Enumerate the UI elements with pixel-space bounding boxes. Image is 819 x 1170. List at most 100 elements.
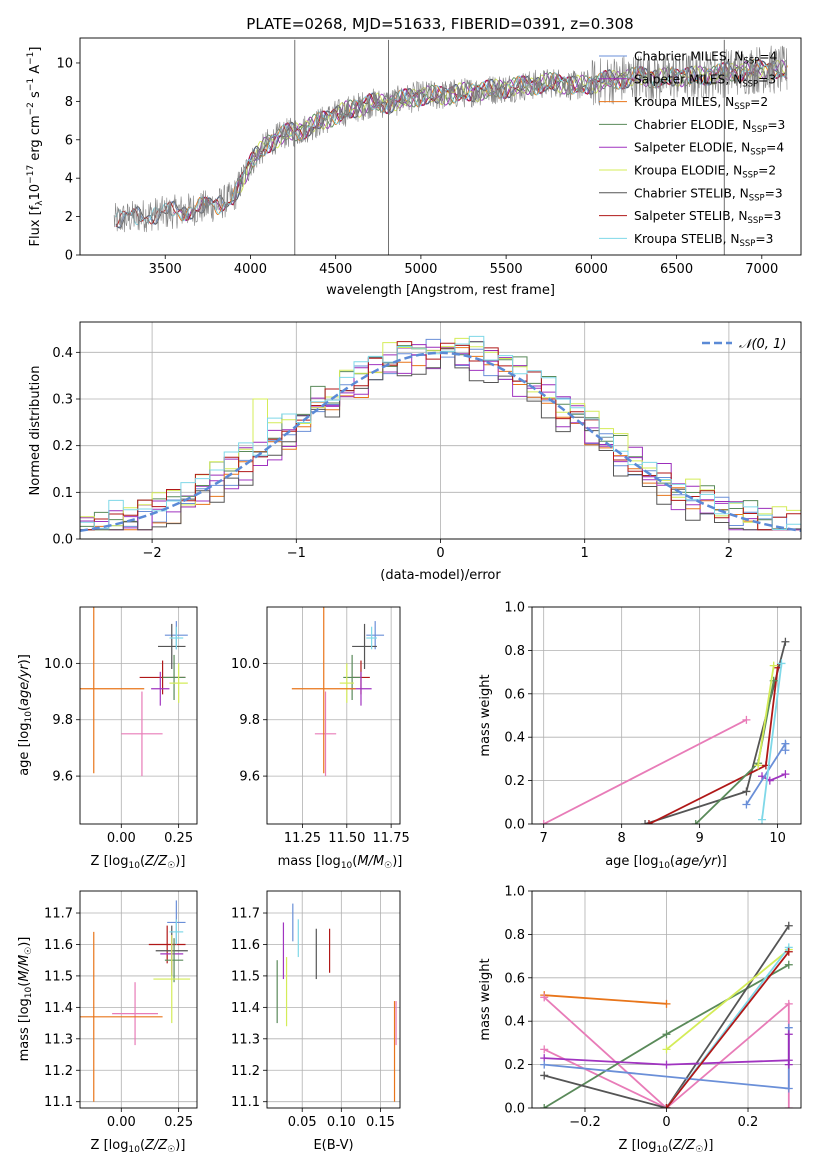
age_vs_mass-points xyxy=(291,607,385,777)
y-tick-label: 10.0 xyxy=(231,657,260,672)
legend-label: 𝒩(0, 1) xyxy=(739,337,786,352)
y-tick-label: 11.4 xyxy=(44,1001,73,1016)
y-axis-label: mass weight xyxy=(478,674,493,756)
x-tick-label: 0 xyxy=(436,546,444,561)
mass-weight-marker xyxy=(781,746,790,755)
y-tick-label: 11.5 xyxy=(231,969,260,984)
y-tick-label: 10 xyxy=(56,56,73,71)
age_vs_Z-axes: 0.00 0.25 9.6 9.8 10.0 xyxy=(44,607,197,846)
y-axis-label: Flux [fλ10−17 erg cm−2 s−1 A−1] xyxy=(26,47,45,247)
mass-weight-line xyxy=(543,925,790,1108)
y-tick-label: 11.3 xyxy=(44,1032,73,1047)
mass-weight-marker xyxy=(540,993,549,1002)
mass-weight-marker xyxy=(662,1045,671,1054)
mass-weight-marker xyxy=(781,770,790,779)
x-tick-label: 5500 xyxy=(490,262,523,277)
x-tick-label: −2 xyxy=(143,546,162,561)
y-tick-label: 0.0 xyxy=(504,1102,525,1117)
y-tick-label: 11.2 xyxy=(44,1064,73,1079)
legend-label: Kroupa ELODIE, NSSP=2 xyxy=(634,164,776,181)
legend-label: Chabrier ELODIE, NSSP=3 xyxy=(634,118,785,135)
mass-weight-marker xyxy=(662,999,671,1008)
mass-weight-marker xyxy=(784,960,793,969)
residuals-frame xyxy=(79,321,802,540)
x-tick-label: 3500 xyxy=(149,262,182,277)
y-tick-label: 11.6 xyxy=(44,938,73,953)
mass-weight-marker xyxy=(540,1045,549,1054)
observed-spectrum-line xyxy=(113,45,788,233)
y-tick-label: 11.3 xyxy=(231,1032,260,1047)
x-tick-label: 7000 xyxy=(745,262,778,277)
y-tick-label: 9.8 xyxy=(52,713,73,728)
x-tick-label: 5000 xyxy=(404,262,437,277)
x-tick-label: −0.2 xyxy=(569,1115,601,1130)
x-tick-label: 0.25 xyxy=(164,1115,193,1130)
y-tick-label: 0.3 xyxy=(52,393,73,408)
mass_vs_Z-points xyxy=(80,900,191,1102)
y-tick-label: 11.4 xyxy=(231,1001,260,1016)
x-tick-label: 0.15 xyxy=(366,1115,395,1130)
x-tick-label: 0.2 xyxy=(738,1115,759,1130)
massweight_vs_age-frame xyxy=(531,606,802,825)
residuals-axes: −2 −1 0 1 2 0.0 0.1 0.2 0.3 0.4 xyxy=(52,322,801,561)
x-tick-label: 4000 xyxy=(234,262,267,277)
y-tick-label: 8 xyxy=(65,95,73,110)
massweight_vs_age-axes: 7 8 9 10 0.0 0.2 0.4 0.6 0.8 1.0 xyxy=(504,601,801,846)
spectrum-plot xyxy=(113,39,788,255)
y-axis-label: age [log10(age/yr)] xyxy=(17,654,34,776)
mass-weight-line xyxy=(665,948,790,1051)
legend-label: Salpeter STELIB, NSSP=3 xyxy=(634,209,781,226)
x-tick-label: 0.05 xyxy=(288,1115,317,1130)
spectrum-axes: 3500 4000 4500 5000 5500 6000 6500 7000 0 2 4 6 8 10 xyxy=(56,56,778,277)
mass-weight-marker xyxy=(784,1030,793,1039)
normal-curve xyxy=(80,351,801,533)
mass-weight-marker xyxy=(784,1084,793,1093)
x-tick-label: 10 xyxy=(769,831,786,846)
mass-weight-marker xyxy=(784,1104,793,1108)
y-tick-label: 9.6 xyxy=(239,770,260,785)
mass-weight-marker xyxy=(777,659,786,668)
mass_vs_Z-axes: 0.00 0.25 11.1 11.2 11.3 11.4 11.5 11.6 11.7 xyxy=(44,891,197,1130)
y-tick-label: 1.0 xyxy=(504,601,525,616)
y-tick-label: 0.4 xyxy=(52,346,73,361)
spectrum-legend: Chabrier MILES, NSSP=4 Salpeter MILES, NS… xyxy=(599,50,785,249)
y-tick-label: 11.6 xyxy=(231,938,260,953)
x-tick-label: 4500 xyxy=(319,262,352,277)
x-tick-label: 6000 xyxy=(575,262,608,277)
x-axis-label: Z [log10(Z/Z☉)] xyxy=(91,1138,186,1155)
x-tick-label: 0 xyxy=(662,1115,670,1130)
mass_vs_EBV-frame xyxy=(266,890,401,1109)
x-tick-label: 0.00 xyxy=(107,1115,136,1130)
mass-weight-marker xyxy=(540,1060,549,1069)
mass-weight-marker xyxy=(540,1104,549,1108)
mass-weight-marker xyxy=(662,1060,671,1069)
massweight_vs_Z-frame xyxy=(531,890,802,1109)
x-tick-label: 1 xyxy=(581,546,589,561)
x-tick-label: 8 xyxy=(618,831,626,846)
massweight_vs_Z-lines xyxy=(540,921,793,1108)
mass_vs_Z-frame xyxy=(79,890,198,1109)
x-tick-label: 9 xyxy=(695,831,703,846)
legend-label: Salpeter ELODIE, NSSP=4 xyxy=(634,141,784,158)
massweight_vs_Z-axes: −0.2 0 0.2 0.0 0.2 0.4 0.6 0.8 1.0 xyxy=(504,885,801,1130)
mass-weight-line xyxy=(695,680,775,824)
age_vs_Z-frame xyxy=(79,606,198,825)
y-tick-label: 6 xyxy=(65,133,73,148)
mass-weight-line xyxy=(761,663,783,820)
x-tick-label: 0.00 xyxy=(107,831,136,846)
mass-weight-line xyxy=(543,718,747,824)
mass-weight-marker xyxy=(662,1030,671,1039)
mass-weight-marker xyxy=(781,637,790,646)
y-tick-label: 0.0 xyxy=(504,818,525,833)
y-tick-label: 0.0 xyxy=(52,533,73,548)
figure-title: PLATE=0268, MJD=51633, FIBERID=0391, z=0… xyxy=(246,15,633,33)
x-tick-label: −1 xyxy=(287,546,306,561)
mass_vs_EBV-points xyxy=(276,903,397,1102)
mass-weight-marker xyxy=(662,1104,671,1108)
y-tick-label: 1.0 xyxy=(504,885,525,900)
y-tick-label: 0.2 xyxy=(504,1058,525,1073)
x-axis-label: Z [log10(Z/Z☉)] xyxy=(91,854,186,871)
y-tick-label: 11.1 xyxy=(44,1095,73,1110)
x-tick-label: 0.25 xyxy=(164,831,193,846)
